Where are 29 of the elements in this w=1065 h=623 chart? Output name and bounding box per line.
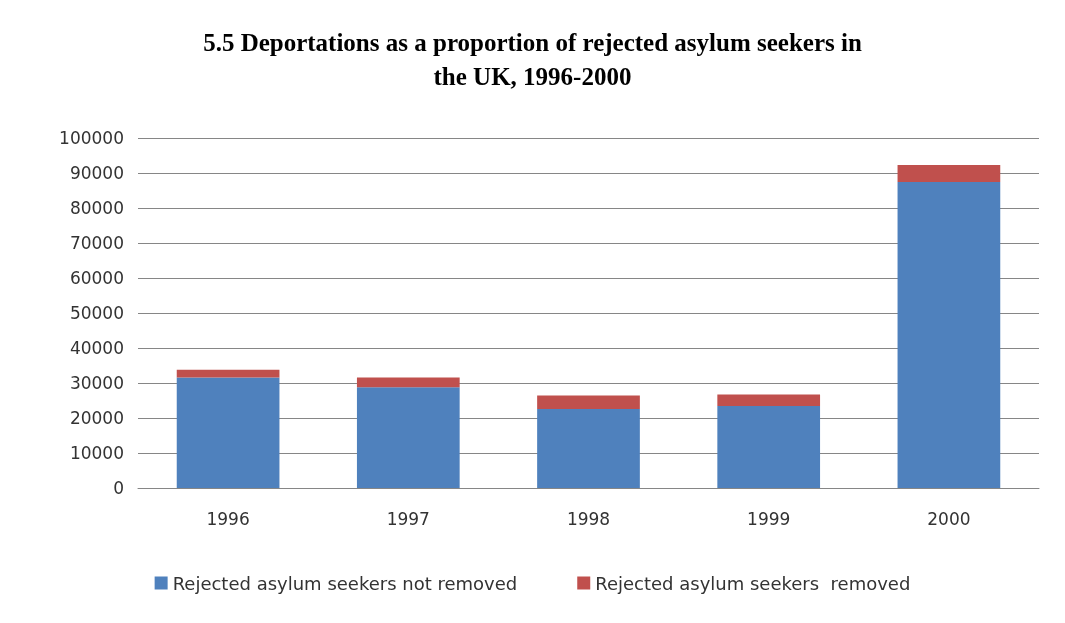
bar: [897, 182, 1001, 488]
chart-title: 5.5 Deportations as a proportion of rejected asylum seekers in the UK, 1996-2000: [203, 28, 862, 90]
bar: [717, 406, 821, 488]
bar: [537, 408, 640, 488]
x-tick-label: 1997: [386, 508, 430, 529]
y-tick-label: 80000: [69, 198, 124, 218]
y-tick-label: 10000: [69, 443, 124, 463]
y-tick-label: 100000: [59, 128, 124, 148]
x-tick-label: 1999: [747, 508, 791, 529]
bar: [176, 377, 280, 488]
legend-label: Rejected asylum seekers removed: [595, 572, 911, 594]
bar: [537, 395, 640, 409]
y-tick-label: 20000: [69, 408, 124, 428]
bar: [717, 394, 821, 407]
x-tick-label: 2000: [927, 508, 971, 529]
y-tick-label: 40000: [69, 338, 124, 358]
y-tick-label: 30000: [69, 373, 124, 393]
y-tick-label: 0: [113, 478, 124, 498]
y-tick-label: 50000: [69, 303, 124, 323]
bar: [176, 369, 280, 378]
bar: [356, 387, 460, 488]
bar: [356, 377, 460, 388]
y-tick-label: 70000: [69, 233, 124, 253]
bar: [897, 164, 1001, 183]
x-tick-label: 1996: [206, 508, 250, 529]
y-tick-label: 60000: [69, 268, 124, 288]
legend-label: Rejected asylum seekers not removed: [172, 572, 518, 594]
y-tick-label: 90000: [69, 163, 124, 183]
x-tick-label: 1998: [566, 508, 611, 529]
